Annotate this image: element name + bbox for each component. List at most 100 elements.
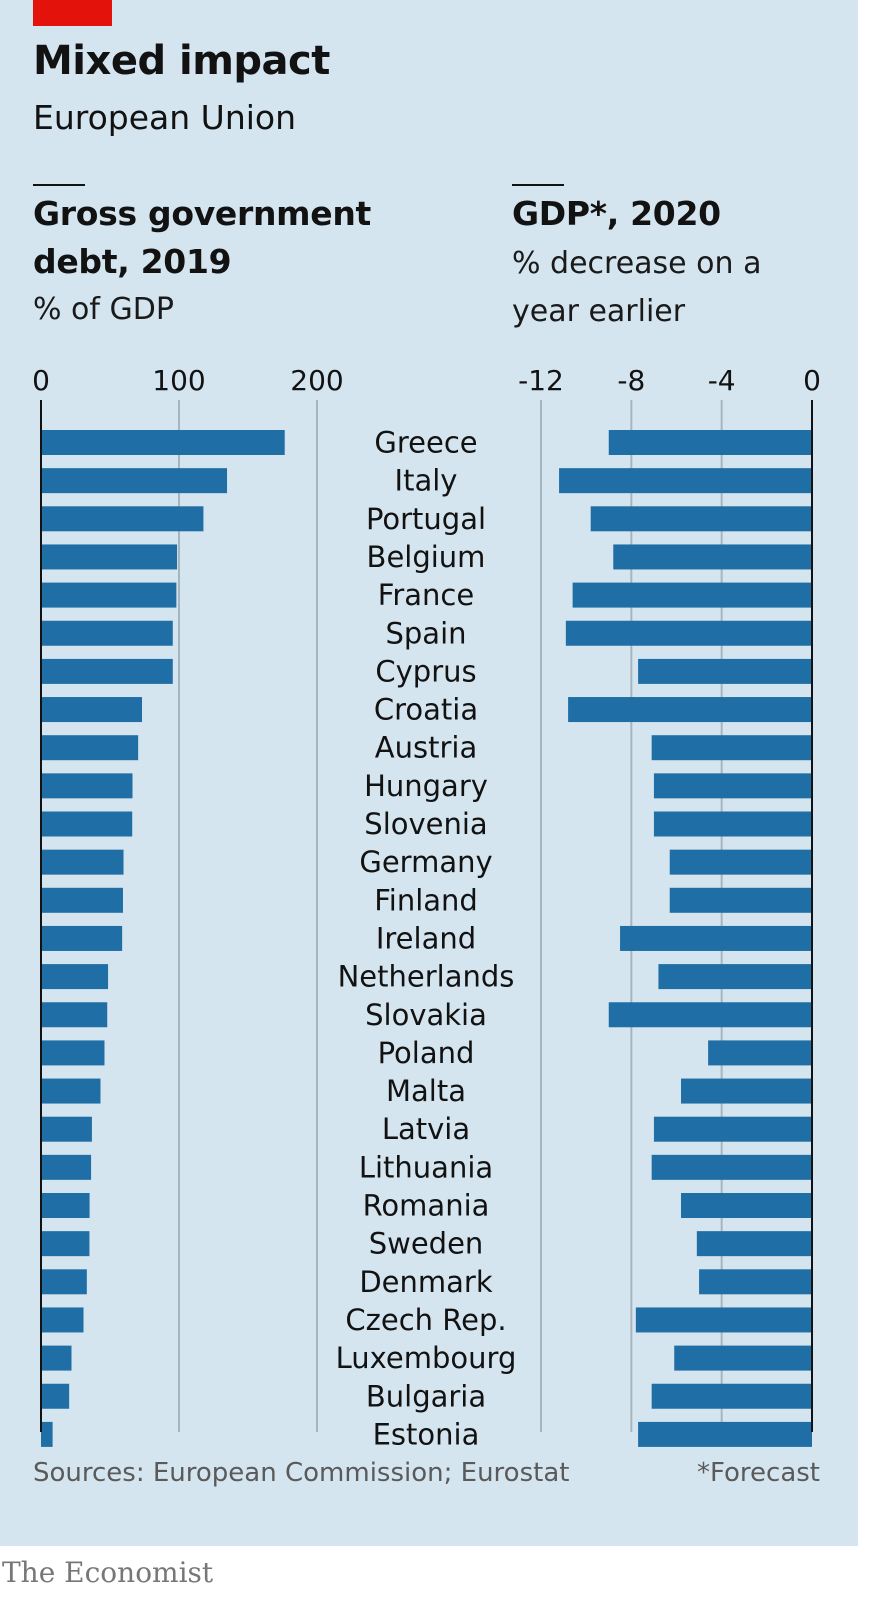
country-label: Netherlands bbox=[338, 960, 515, 994]
debt-tick-label: 0 bbox=[32, 364, 50, 397]
gdp-bar bbox=[565, 620, 812, 646]
gdp-bar bbox=[635, 1307, 812, 1333]
gdp-bar bbox=[681, 1078, 812, 1104]
debt-bar bbox=[41, 1002, 108, 1028]
gdp-bar bbox=[651, 1154, 812, 1180]
chart-subtitle: European Union bbox=[33, 98, 297, 137]
gdp-bar bbox=[559, 468, 812, 494]
country-label: Bulgaria bbox=[366, 1379, 486, 1413]
debt-bar bbox=[41, 468, 228, 494]
debt-bar bbox=[41, 620, 173, 646]
debt-bar bbox=[41, 925, 123, 951]
country-label: Spain bbox=[385, 616, 466, 650]
country-label: Italy bbox=[395, 464, 458, 498]
gdp-bar bbox=[638, 1421, 812, 1447]
debt-bar bbox=[41, 1383, 70, 1409]
gdp-bar bbox=[568, 697, 812, 723]
gdp-bar bbox=[572, 582, 812, 608]
gdp-bar bbox=[651, 1383, 812, 1409]
debt-bar bbox=[41, 1345, 72, 1371]
debt-bar bbox=[41, 658, 173, 684]
debt-bar bbox=[41, 1269, 87, 1295]
debt-bar bbox=[41, 849, 124, 875]
left-panel-unit: % of GDP bbox=[33, 292, 174, 327]
country-label: Malta bbox=[386, 1074, 466, 1108]
country-label: Ireland bbox=[376, 921, 476, 955]
gdp-bar bbox=[653, 773, 812, 799]
country-label: Greece bbox=[374, 426, 477, 460]
country-label: Sweden bbox=[369, 1227, 484, 1261]
gdp-bar bbox=[658, 964, 812, 990]
debt-bar bbox=[41, 1116, 92, 1142]
sources-note: Sources: European Commission; Eurostat bbox=[33, 1458, 570, 1488]
chart-title: Mixed impact bbox=[33, 38, 330, 84]
right-panel-unit-line2: year earlier bbox=[512, 294, 686, 329]
debt-bar bbox=[41, 582, 177, 608]
right-panel-rule bbox=[512, 184, 564, 186]
gdp-bar bbox=[653, 811, 812, 837]
country-label: Estonia bbox=[373, 1417, 480, 1451]
gdp-tick-label: -12 bbox=[518, 364, 564, 397]
country-label: Slovakia bbox=[365, 998, 487, 1032]
gdp-bar bbox=[590, 506, 812, 532]
gdp-bar bbox=[674, 1345, 812, 1371]
left-panel-rule bbox=[33, 184, 85, 186]
country-label: Croatia bbox=[374, 693, 478, 727]
country-label: Slovenia bbox=[364, 807, 487, 841]
gdp-bar bbox=[681, 1193, 812, 1218]
gdp-bar bbox=[608, 1002, 812, 1028]
debt-bar bbox=[41, 811, 133, 837]
red-tab-marker bbox=[33, 0, 112, 26]
debt-bar bbox=[41, 887, 123, 913]
country-label: Czech Rep. bbox=[345, 1303, 506, 1337]
bar-charts: 0 100 200 -12 -8 -4 0 Greece Italy Portugal Belgiu… bbox=[32, 364, 821, 1451]
debt-bar bbox=[41, 1154, 92, 1180]
country-label: Latvia bbox=[382, 1112, 470, 1146]
country-label: Lithuania bbox=[359, 1150, 493, 1184]
gdp-bar bbox=[651, 735, 812, 761]
country-label: Germany bbox=[359, 845, 492, 879]
forecast-note: *Forecast bbox=[696, 1458, 820, 1488]
debt-tick-label: 200 bbox=[290, 364, 343, 397]
debt-tick-label: 100 bbox=[152, 364, 205, 397]
debt-bar bbox=[41, 1078, 101, 1104]
debt-bar bbox=[41, 964, 109, 990]
gdp-bar bbox=[669, 887, 812, 913]
country-label: Portugal bbox=[366, 502, 486, 536]
right-panel-title: GDP*, 2020 bbox=[512, 194, 721, 233]
chart-panel: Mixed impact European Union Gross govern… bbox=[0, 0, 858, 1546]
right-panel-unit-line1: % decrease on a bbox=[512, 246, 762, 281]
gdp-bar bbox=[620, 925, 812, 951]
left-panel-title-line1: Gross government bbox=[33, 194, 371, 233]
gdp-tick-label: 0 bbox=[803, 364, 821, 397]
left-panel-title: Gross government debt, 2019 bbox=[33, 190, 371, 286]
country-label: Poland bbox=[378, 1036, 475, 1070]
gdp-bar bbox=[638, 658, 812, 684]
country-label: Finland bbox=[374, 883, 478, 917]
debt-bar bbox=[41, 697, 143, 723]
gdp-bar bbox=[696, 1231, 812, 1257]
debt-bar bbox=[41, 1307, 84, 1333]
country-label: Luxembourg bbox=[336, 1341, 517, 1375]
debt-bar bbox=[41, 544, 178, 570]
gdp-bar bbox=[699, 1269, 812, 1295]
gdp-tick-label: -4 bbox=[708, 364, 736, 397]
debt-bar bbox=[41, 1040, 105, 1066]
debt-bar bbox=[41, 1193, 90, 1218]
gdp-tick-label: -8 bbox=[617, 364, 645, 397]
country-label: Belgium bbox=[367, 540, 486, 574]
debt-bar bbox=[41, 773, 133, 799]
left-panel-title-line2: debt, 2019 bbox=[33, 242, 232, 281]
gdp-bar bbox=[608, 430, 812, 455]
country-label: Cyprus bbox=[375, 654, 476, 688]
gdp-bar bbox=[669, 849, 812, 875]
debt-bar bbox=[41, 735, 139, 761]
country-label: Hungary bbox=[364, 769, 488, 803]
country-label: France bbox=[378, 578, 474, 612]
country-label: Romania bbox=[363, 1189, 490, 1223]
economist-logo: The Economist bbox=[2, 1556, 214, 1589]
debt-bar bbox=[41, 506, 204, 532]
country-label: Austria bbox=[375, 731, 477, 765]
right-panel-unit: % decrease on a year earlier bbox=[512, 240, 761, 336]
gdp-bar bbox=[613, 544, 812, 570]
